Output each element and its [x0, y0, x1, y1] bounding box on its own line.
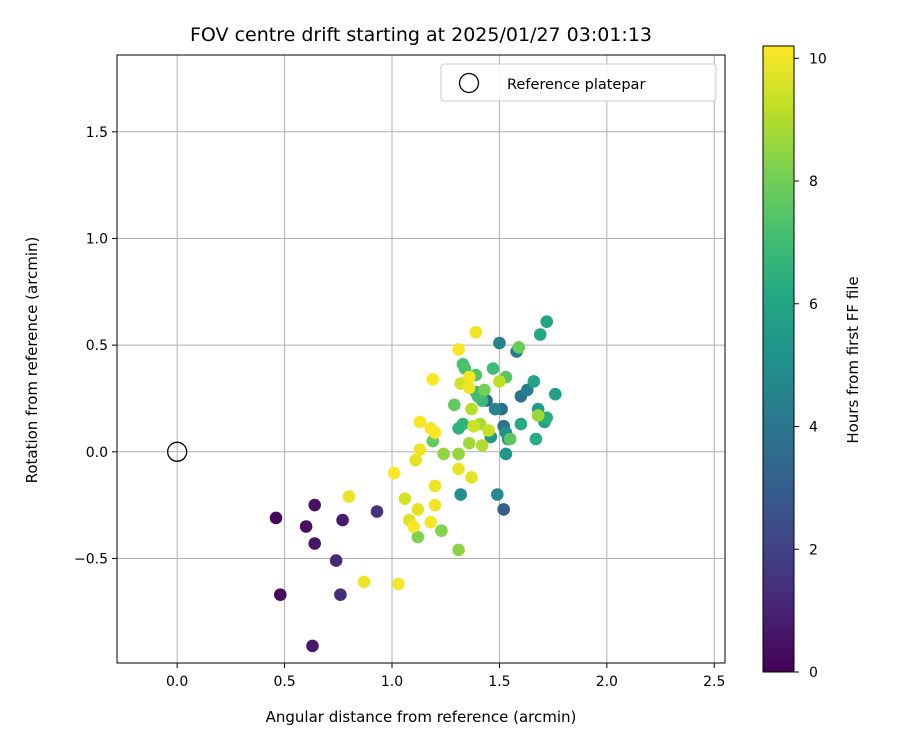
data-point — [342, 490, 356, 503]
data-point — [456, 417, 470, 431]
data-point — [437, 447, 450, 461]
data-point — [549, 387, 562, 401]
data-point — [398, 492, 412, 506]
x-axis-label: Angular distance from reference (arcmin) — [266, 708, 577, 726]
data-point — [467, 419, 480, 433]
data-point — [463, 437, 476, 450]
data-point — [531, 409, 545, 422]
colorbar-label: Hours from first FF file — [844, 276, 862, 443]
data-point — [370, 505, 384, 518]
y-tick-label: 0.0 — [86, 445, 108, 461]
data-point — [521, 383, 534, 397]
data-point — [413, 443, 427, 457]
plot-area: 0.0 0.5 1.0 1.5 2.0 2.5 −0.5 0.0 0.5 1.0 1.5 — [74, 54, 726, 690]
reference-marker — [167, 441, 188, 462]
data-point — [299, 520, 313, 533]
data-point — [463, 381, 476, 395]
data-point — [411, 530, 425, 544]
y-axis-label: Rotation from reference (arcmin) — [23, 237, 41, 484]
colorbar-bar — [762, 45, 795, 673]
data-point — [392, 577, 405, 591]
data-point — [469, 326, 483, 339]
data-point — [486, 362, 500, 375]
data-point — [478, 383, 491, 397]
data-point — [475, 439, 489, 452]
data-point — [329, 554, 343, 567]
x-tick-label: 1.0 — [381, 674, 403, 690]
data-point — [334, 588, 347, 601]
data-point — [452, 543, 465, 557]
data-point — [387, 466, 401, 480]
data-point — [488, 402, 502, 416]
x-tick-label: 2.5 — [703, 674, 725, 690]
y-tick-label: 0.5 — [86, 338, 108, 354]
colorbar-tick-label: 4 — [809, 420, 818, 436]
x-tick-label: 0.0 — [166, 674, 188, 690]
data-point — [452, 447, 465, 461]
data-point — [428, 479, 442, 493]
legend: Reference platepar — [440, 63, 717, 102]
data-point — [426, 373, 440, 386]
data-point — [452, 343, 465, 356]
x-tick-label: 1.5 — [488, 674, 510, 690]
data-point — [512, 341, 526, 354]
colorbar-tick-label: 8 — [809, 174, 818, 190]
data-point — [407, 520, 420, 533]
data-point — [424, 515, 438, 529]
data-point — [357, 575, 371, 589]
colorbar-tick-label: 2 — [809, 542, 818, 558]
y-tick-label: 1.0 — [86, 231, 108, 247]
data-point — [540, 315, 553, 329]
colorbar-tick-label: 6 — [809, 297, 818, 313]
data-point — [428, 426, 442, 439]
y-tick-label: 1.5 — [86, 125, 108, 141]
data-point — [428, 498, 442, 512]
data-point — [308, 498, 322, 512]
data-point — [503, 432, 517, 446]
data-point — [493, 375, 506, 388]
data-point — [454, 488, 468, 501]
data-point — [529, 432, 543, 446]
x-tick-label: 2.0 — [596, 674, 618, 690]
data-point — [435, 524, 448, 537]
data-point — [491, 488, 504, 501]
legend-marker — [458, 72, 480, 94]
y-tick-label: −0.5 — [74, 551, 108, 567]
colorbar: 0 2 4 6 8 10 — [762, 45, 827, 681]
data-point — [463, 370, 476, 384]
data-point — [527, 375, 541, 388]
chart-title: FOV centre drift starting at 2025/01/27 … — [190, 24, 652, 46]
data-point — [409, 454, 422, 467]
colorbar-tick-label: 10 — [809, 51, 827, 67]
data-point — [514, 417, 528, 431]
legend-box — [440, 63, 717, 102]
legend-label: Reference platepar — [507, 77, 645, 93]
data-point — [411, 503, 425, 516]
data-point — [274, 588, 287, 601]
data-point — [465, 402, 478, 416]
axes-frame — [116, 54, 726, 664]
x-tick-label: 0.5 — [273, 674, 295, 690]
data-point — [336, 513, 349, 527]
data-point — [448, 398, 461, 412]
data-point — [465, 471, 478, 484]
data-point — [306, 639, 319, 653]
data-point — [499, 447, 513, 461]
data-point — [308, 537, 322, 550]
data-point — [413, 415, 427, 429]
data-point — [497, 503, 511, 516]
data-point — [482, 424, 496, 437]
data-point — [452, 462, 465, 476]
data-point — [533, 328, 547, 341]
colorbar-tick-label: 0 — [809, 665, 818, 681]
data-point — [269, 511, 283, 525]
data-point — [493, 336, 506, 350]
